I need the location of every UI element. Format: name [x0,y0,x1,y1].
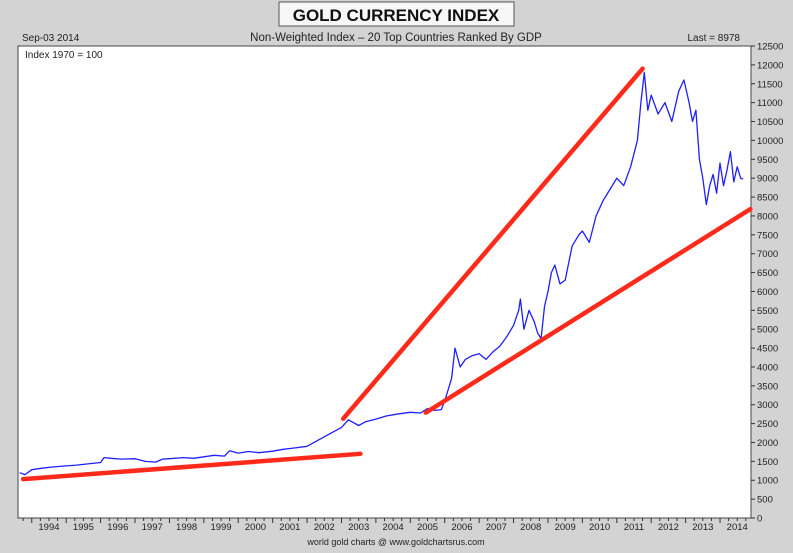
series-line [19,71,744,476]
trendline [423,206,753,415]
y-tick-label: 8000 [757,211,778,222]
x-tick-label: 2002 [314,522,335,533]
y-tick-label: 6500 [757,268,778,279]
index-note: Index 1970 = 100 [25,50,103,61]
y-tick-label: 1000 [757,476,778,487]
x-tick-label: 2006 [451,522,472,533]
x-tick-label: 2005 [417,522,438,533]
y-tick-label: 0 [757,514,762,525]
y-tick-label: 1500 [757,457,778,468]
y-tick-label: 10000 [757,136,783,147]
source-label: world gold charts @ www.goldchartsrus.co… [306,537,484,547]
x-tick-label: 2010 [589,522,610,533]
x-tick-label: 1998 [176,522,197,533]
x-tick-label: 2014 [727,522,748,533]
x-tick-label: 2003 [348,522,369,533]
y-tick-label: 11000 [757,98,783,109]
x-tick-label: 2012 [658,522,679,533]
x-tick-label: 2007 [486,522,507,533]
x-tick-label: 1999 [210,522,231,533]
y-tick-label: 5000 [757,325,778,336]
x-tick-label: 2000 [245,522,266,533]
y-tick-label: 9500 [757,155,778,166]
title-box [278,1,515,27]
x-tick-label: 1995 [73,522,94,533]
y-tick-label: 7500 [757,230,778,241]
trend-layer [20,66,753,482]
date-label: Sep-03 2014 [22,33,80,44]
y-tick-label: 6000 [757,287,778,298]
x-tick-label: 2011 [624,522,644,533]
trendline [20,451,363,482]
chart-subtitle: Non-Weighted Index – 20 Top Countries Ra… [250,32,542,44]
y-tick-label: 3000 [757,400,778,411]
y-tick-label: 12500 [757,42,783,53]
y-tick-label: 2500 [757,419,778,430]
y-tick-label: 4500 [757,344,778,355]
y-tick-label: 7000 [757,249,778,260]
trendline [340,66,645,421]
y-tick-label: 8500 [757,193,778,204]
plot-area [17,45,752,519]
series-layer [19,71,744,476]
y-axis: 0 500 1000 1500 2000 2500 3000 3500 4000 4500 5000… [751,42,783,525]
x-tick-label: 2013 [692,522,713,533]
y-tick-label: 11500 [757,79,783,90]
y-tick-label: 5500 [757,306,778,317]
x-tick-label: 2008 [520,522,541,533]
y-tick-label: 12000 [757,60,783,71]
last-value-label: Last = 8978 [687,33,740,44]
y-tick-label: 9000 [757,174,778,185]
x-tick-label: 2009 [555,522,576,533]
y-tick-label: 10500 [757,117,783,128]
x-tick-label: 2001 [279,522,300,533]
y-tick-label: 2000 [757,438,778,449]
x-tick-label: 1997 [142,522,163,533]
x-tick-label: 1994 [38,522,59,533]
y-tick-label: 500 [757,495,773,506]
y-tick-label: 3500 [757,381,778,392]
x-tick-label: 1996 [107,522,128,533]
x-axis: 1994 1995 1996 1997 1998 1999 2000 2001 2002 2003… [22,518,748,533]
x-tick-label: 2004 [383,522,404,533]
chart-title: GOLD CURRENCY INDEX [293,6,500,25]
y-tick-label: 4000 [757,362,778,373]
